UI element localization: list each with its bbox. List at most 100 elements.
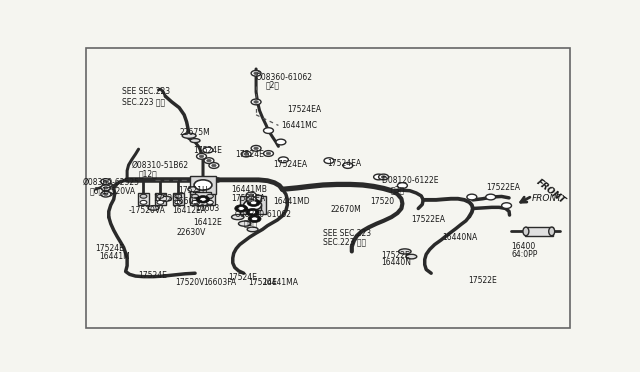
Text: 17524EA: 17524EA	[327, 159, 361, 168]
Text: SEC.223 参照: SEC.223 参照	[323, 237, 366, 246]
Circle shape	[249, 194, 253, 196]
Text: SEE SEC.223: SEE SEC.223	[122, 87, 170, 96]
Circle shape	[343, 163, 353, 169]
Text: 16412EA: 16412EA	[172, 206, 206, 215]
Text: 17524E: 17524E	[193, 146, 222, 155]
Text: （2）: （2）	[266, 81, 280, 90]
Text: 17520U: 17520U	[154, 194, 183, 203]
Ellipse shape	[148, 206, 159, 210]
Circle shape	[486, 194, 495, 200]
Circle shape	[241, 151, 251, 157]
Circle shape	[374, 174, 383, 180]
Ellipse shape	[232, 215, 244, 219]
Circle shape	[207, 159, 211, 162]
Text: 17524E: 17524E	[95, 244, 124, 253]
Text: Ø08310-51B62: Ø08310-51B62	[132, 161, 189, 170]
Ellipse shape	[182, 133, 196, 138]
Text: 22630V: 22630V	[177, 228, 206, 237]
Text: -17520VA: -17520VA	[129, 206, 166, 215]
Text: 17524EA: 17524EA	[287, 105, 321, 113]
Circle shape	[247, 199, 260, 206]
Text: 22675M: 22675M	[179, 128, 210, 137]
Circle shape	[246, 192, 256, 198]
Text: 16441MC: 16441MC	[281, 121, 317, 130]
Circle shape	[252, 217, 258, 221]
Circle shape	[212, 164, 216, 167]
Circle shape	[254, 101, 259, 103]
Ellipse shape	[239, 221, 251, 226]
Circle shape	[157, 194, 164, 198]
Text: FRONT: FRONT	[534, 177, 567, 205]
Text: 17521H: 17521H	[178, 186, 208, 195]
Circle shape	[248, 215, 261, 222]
Circle shape	[196, 154, 207, 159]
Text: 17520VA: 17520VA	[101, 187, 135, 196]
Text: Õ08360-61062: Õ08360-61062	[235, 210, 292, 219]
Circle shape	[238, 206, 244, 210]
Ellipse shape	[406, 254, 417, 259]
Circle shape	[244, 153, 248, 155]
Circle shape	[200, 198, 206, 201]
FancyBboxPatch shape	[246, 205, 260, 210]
FancyBboxPatch shape	[205, 193, 216, 205]
Circle shape	[194, 180, 212, 190]
Ellipse shape	[399, 249, 411, 254]
Circle shape	[276, 139, 286, 145]
Text: Õ08360-61062: Õ08360-61062	[256, 73, 313, 82]
Text: 17520V: 17520V	[175, 279, 205, 288]
Text: 16603FA: 16603FA	[203, 279, 236, 288]
FancyBboxPatch shape	[189, 193, 200, 205]
FancyBboxPatch shape	[246, 195, 260, 201]
Circle shape	[381, 176, 386, 178]
Text: 16440NA: 16440NA	[442, 234, 477, 243]
Text: （6）: （6）	[90, 187, 104, 196]
Circle shape	[249, 198, 253, 201]
FancyBboxPatch shape	[138, 193, 149, 205]
Circle shape	[250, 210, 256, 214]
Text: 17524EA: 17524EA	[231, 194, 266, 203]
Circle shape	[104, 187, 108, 189]
Text: 16441MD: 16441MD	[273, 197, 310, 206]
Ellipse shape	[159, 196, 172, 201]
Circle shape	[204, 158, 214, 164]
Circle shape	[207, 201, 213, 204]
Circle shape	[196, 196, 209, 203]
Circle shape	[101, 191, 111, 197]
Circle shape	[235, 205, 248, 212]
Text: 16441MA: 16441MA	[262, 279, 298, 288]
Circle shape	[191, 194, 198, 198]
Ellipse shape	[548, 227, 555, 236]
Text: 17524E: 17524E	[138, 271, 168, 280]
Circle shape	[264, 128, 273, 134]
Circle shape	[266, 152, 271, 155]
Circle shape	[324, 158, 334, 164]
Text: 16412E: 16412E	[193, 218, 222, 227]
Circle shape	[397, 183, 408, 189]
Text: Ø08360-62525: Ø08360-62525	[83, 178, 140, 187]
Circle shape	[264, 151, 273, 156]
Circle shape	[246, 196, 256, 202]
Text: SEC.223 参照: SEC.223 参照	[122, 97, 165, 106]
Text: 17522E: 17522E	[468, 276, 497, 285]
Circle shape	[251, 70, 261, 76]
FancyBboxPatch shape	[155, 193, 166, 205]
Ellipse shape	[188, 187, 200, 192]
Text: 17520: 17520	[370, 196, 394, 206]
Circle shape	[379, 174, 388, 180]
Circle shape	[101, 179, 111, 185]
Text: 16400: 16400	[511, 242, 536, 251]
Text: 17524EA: 17524EA	[273, 160, 308, 169]
Text: （2）: （2）	[244, 218, 258, 227]
Text: （3）: （3）	[390, 185, 404, 194]
Circle shape	[175, 201, 182, 204]
Text: （12）: （12）	[138, 170, 157, 179]
Text: 16441M: 16441M	[99, 252, 129, 261]
Circle shape	[191, 201, 198, 204]
Circle shape	[278, 157, 288, 163]
Ellipse shape	[102, 192, 112, 196]
FancyBboxPatch shape	[240, 196, 266, 215]
Text: FRONT: FRONT	[531, 194, 562, 203]
Text: 17522EA: 17522EA	[412, 215, 445, 224]
Ellipse shape	[190, 139, 200, 142]
Text: Ð08120-6122E: Ð08120-6122E	[381, 176, 438, 186]
